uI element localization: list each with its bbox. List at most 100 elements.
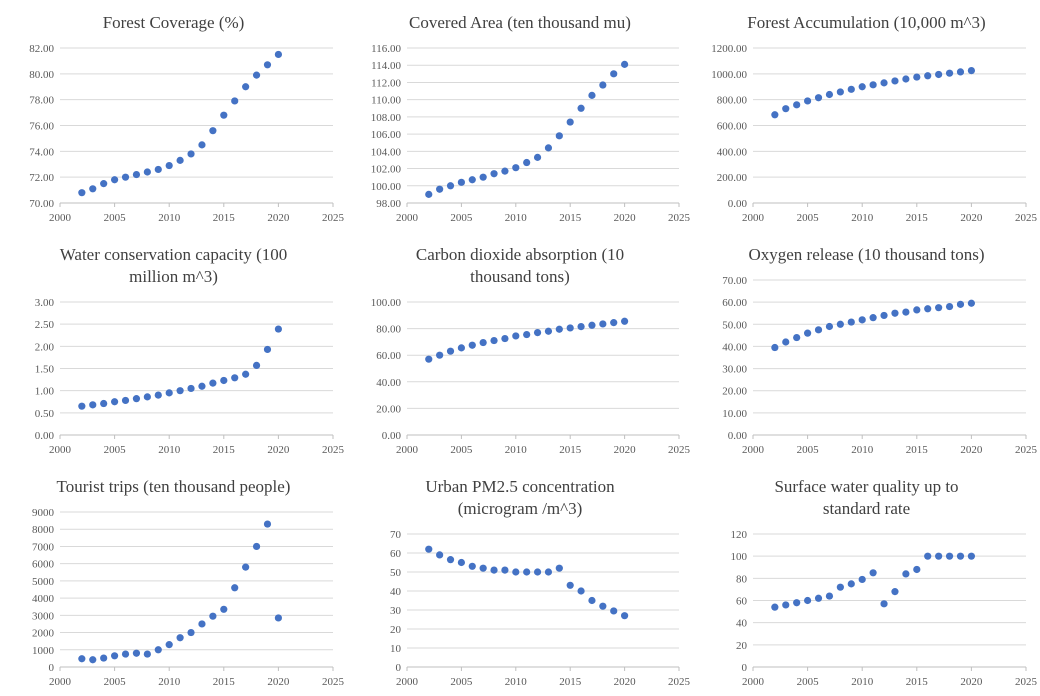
y-tick-label: 20.00 bbox=[722, 386, 747, 398]
data-point bbox=[121, 173, 130, 181]
x-tick-label: 2010 bbox=[158, 444, 181, 456]
y-tick-label: 1.50 bbox=[35, 364, 55, 376]
y-tick-label: 70.00 bbox=[722, 275, 747, 287]
y-tick-label: 5000 bbox=[32, 576, 55, 588]
data-point bbox=[220, 111, 228, 119]
y-tick-label: 10.00 bbox=[722, 408, 747, 420]
data-point bbox=[89, 185, 97, 193]
y-tick-label: 114.00 bbox=[371, 60, 401, 72]
data-point bbox=[165, 161, 173, 170]
x-tick-label: 2010 bbox=[851, 444, 874, 456]
data-point bbox=[425, 190, 433, 198]
data-point bbox=[143, 650, 151, 658]
data-point bbox=[793, 333, 801, 342]
data-point bbox=[902, 570, 910, 578]
data-point bbox=[209, 379, 217, 387]
chart-title: Forest Accumulation (10,000 m^3) bbox=[747, 13, 985, 32]
y-tick-label: 80.00 bbox=[29, 69, 54, 81]
data-point bbox=[544, 327, 553, 335]
y-tick-label: 2.00 bbox=[35, 341, 55, 353]
data-point bbox=[425, 545, 433, 553]
data-point bbox=[274, 325, 282, 333]
chart-svg: Covered Area (ten thousand mu) 98.00 100.0… bbox=[371, 13, 691, 224]
data-point bbox=[457, 558, 465, 567]
data-point bbox=[599, 602, 607, 610]
data-point bbox=[242, 563, 250, 571]
data-point bbox=[231, 97, 239, 105]
x-tick-label: 2025 bbox=[1015, 444, 1038, 456]
data-point bbox=[209, 127, 217, 135]
data-point bbox=[599, 320, 607, 328]
data-point bbox=[869, 81, 877, 89]
data-point bbox=[588, 596, 596, 605]
y-tick-label: 20 bbox=[390, 624, 402, 636]
data-point bbox=[242, 370, 250, 378]
data-point bbox=[231, 584, 239, 592]
chart-panel-oxygen-release: Oxygen release (10 thousand tons) 0.00 10.… bbox=[693, 232, 1040, 464]
data-point bbox=[836, 583, 844, 591]
data-point bbox=[198, 620, 206, 628]
data-point bbox=[457, 344, 465, 352]
data-point bbox=[132, 395, 141, 403]
data-point bbox=[274, 50, 282, 59]
x-tick-label: 2015 bbox=[906, 212, 929, 224]
y-tick-label: 104.00 bbox=[371, 146, 402, 158]
data-point bbox=[836, 320, 844, 328]
data-point bbox=[100, 180, 108, 188]
y-tick-label: 8000 bbox=[32, 524, 55, 536]
data-point bbox=[468, 176, 476, 184]
data-point bbox=[252, 542, 261, 551]
x-tick-label: 2005 bbox=[797, 444, 820, 456]
data-point bbox=[599, 81, 607, 89]
data-point bbox=[621, 60, 629, 68]
data-point bbox=[479, 173, 487, 181]
y-tick-label: 4000 bbox=[32, 593, 55, 605]
data-point bbox=[263, 61, 272, 69]
data-point bbox=[187, 628, 195, 637]
data-point bbox=[187, 384, 195, 393]
x-tick-label: 2010 bbox=[505, 212, 528, 224]
data-point bbox=[111, 176, 119, 184]
data-point bbox=[544, 568, 553, 576]
y-tick-label: 20.00 bbox=[376, 403, 401, 415]
x-tick-label: 2015 bbox=[559, 444, 582, 456]
x-tick-label: 2010 bbox=[851, 676, 874, 688]
data-point bbox=[176, 156, 184, 164]
x-tick-label: 2025 bbox=[322, 212, 345, 224]
y-tick-label: 60.00 bbox=[722, 297, 747, 309]
y-tick-label: 3.00 bbox=[35, 297, 55, 309]
data-point bbox=[479, 564, 487, 572]
data-point bbox=[154, 646, 162, 654]
x-tick-label: 2005 bbox=[797, 676, 820, 688]
data-point bbox=[165, 389, 173, 397]
x-tick-label: 2000 bbox=[742, 444, 765, 456]
data-point bbox=[111, 398, 119, 406]
data-point bbox=[100, 399, 108, 408]
data-point bbox=[588, 321, 596, 329]
y-tick-label: 100.00 bbox=[371, 297, 402, 309]
data-point bbox=[176, 387, 184, 395]
y-tick-label: 0 bbox=[49, 662, 55, 674]
y-tick-label: 6000 bbox=[32, 559, 55, 571]
x-tick-label: 2025 bbox=[668, 212, 691, 224]
y-tick-label: 70 bbox=[390, 529, 402, 541]
y-tick-label: 60 bbox=[736, 596, 748, 608]
data-point bbox=[913, 306, 921, 314]
x-tick-label: 2020 bbox=[267, 444, 290, 456]
y-tick-label: 0 bbox=[742, 662, 748, 674]
y-tick-label: 50 bbox=[390, 567, 402, 579]
x-tick-label: 2015 bbox=[906, 444, 929, 456]
y-tick-label: 400.00 bbox=[717, 146, 748, 158]
data-point bbox=[468, 562, 476, 570]
x-tick-label: 2020 bbox=[614, 444, 637, 456]
x-tick-label: 2020 bbox=[614, 676, 637, 688]
x-tick-label: 2005 bbox=[797, 212, 820, 224]
x-tick-label: 2020 bbox=[960, 676, 983, 688]
data-point bbox=[793, 101, 801, 109]
x-tick-label: 2000 bbox=[396, 212, 419, 224]
data-point bbox=[610, 70, 618, 78]
data-point bbox=[945, 302, 954, 311]
y-tick-label: 7000 bbox=[32, 541, 55, 553]
y-tick-label: 0.50 bbox=[35, 408, 55, 420]
